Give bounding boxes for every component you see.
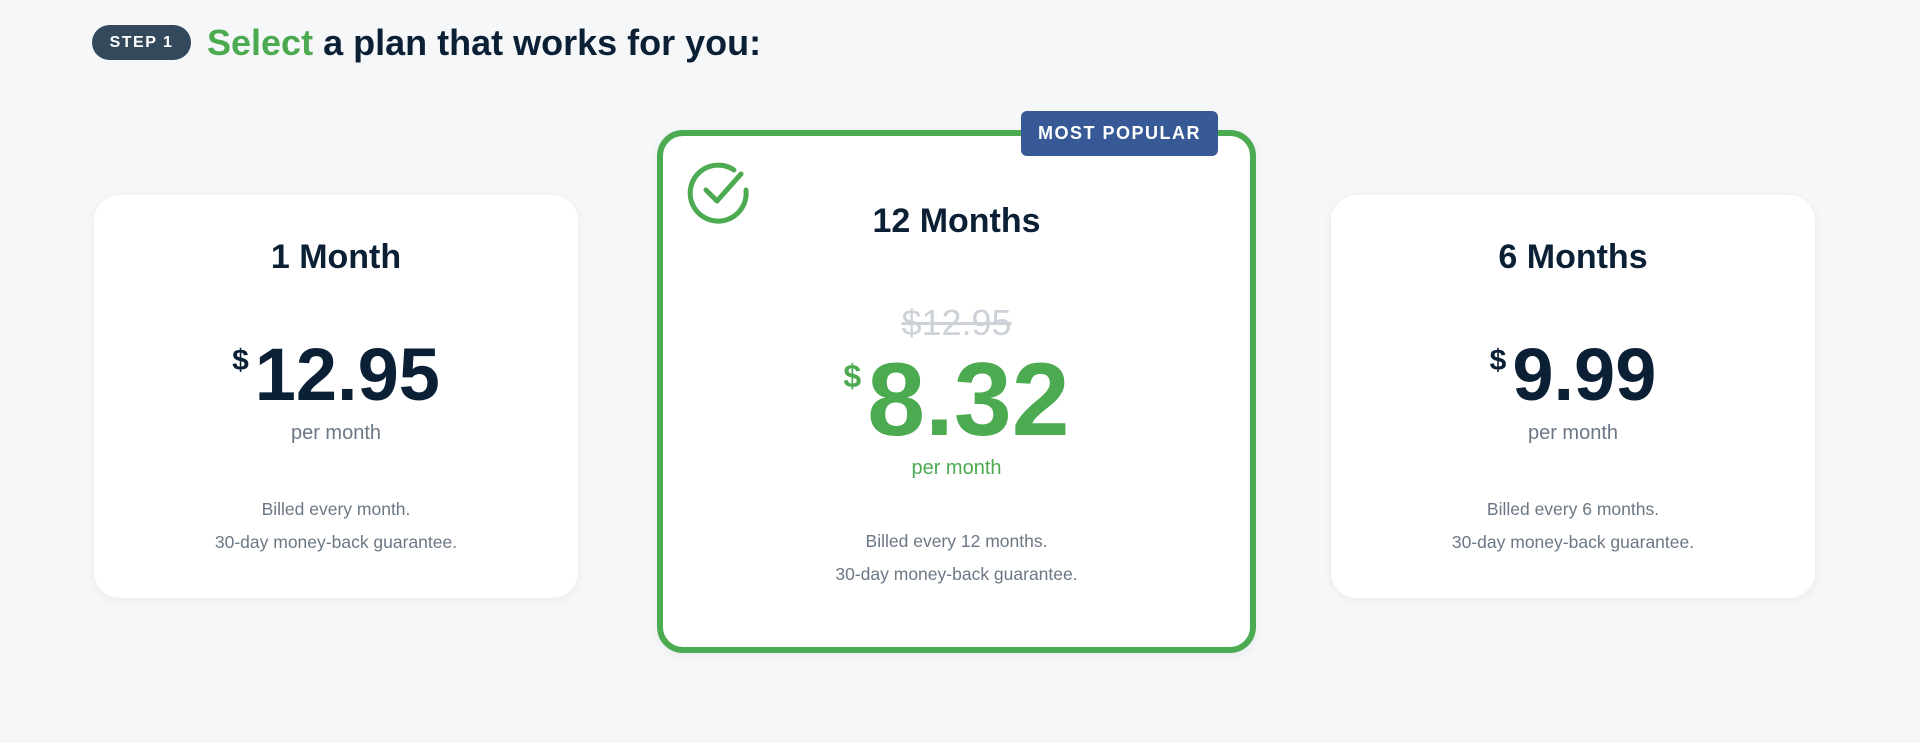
currency-symbol: $ — [843, 358, 862, 394]
price-period: per month — [290, 422, 382, 444]
plan-title: 12 Months — [872, 202, 1041, 240]
price-period: per month — [911, 457, 1002, 479]
guarantee-text: 30-day money-back guarantee. — [835, 564, 1078, 584]
plan-card-1-month[interactable]: 1 Month $12.95 per month Billed every mo… — [94, 195, 578, 598]
plan-card-12-months[interactable]: 12 Months $12.95 $8.32 per month Billed … — [657, 130, 1256, 653]
original-price: $12.95 — [901, 302, 1012, 343]
plan-title: 6 Months — [1498, 238, 1648, 276]
plan-price: $12.95 — [94, 338, 578, 412]
plan-card-6-months[interactable]: 6 Months $9.99 per month Billed every 6 … — [1331, 195, 1815, 598]
check-circle-icon — [687, 162, 749, 224]
step-badge: STEP 1 — [92, 25, 191, 60]
billing-info: Billed every 6 months. 30-day money-back … — [1331, 493, 1815, 559]
billing-info: Billed every month. 30-day money-back gua… — [94, 493, 578, 559]
price-amount: 8.32 — [867, 342, 1070, 458]
plan-title: 1 Month — [270, 238, 402, 276]
billing-info: Billed every 12 months. 30-day money-back… — [663, 525, 1250, 591]
title-rest: a plan that works for you: — [313, 22, 762, 63]
guarantee-text: 30-day money-back guarantee. — [1451, 532, 1695, 552]
title-highlight: Select — [207, 22, 314, 63]
billing-text: Billed every month. — [261, 499, 411, 519]
billing-text: Billed every 12 months. — [865, 531, 1048, 551]
guarantee-text: 30-day money-back guarantee. — [214, 532, 458, 552]
most-popular-badge: MOST POPULAR — [1021, 111, 1218, 156]
currency-symbol: $ — [1489, 344, 1507, 377]
plan-price: $8.32 — [663, 348, 1250, 452]
page-title: Select a plan that works for you: — [207, 22, 761, 64]
price-period: per month — [1527, 422, 1619, 444]
billing-text: Billed every 6 months. — [1486, 499, 1660, 519]
price-amount: 12.95 — [254, 333, 440, 416]
price-amount: 9.99 — [1512, 333, 1657, 416]
plan-price: $9.99 — [1331, 338, 1815, 412]
currency-symbol: $ — [232, 344, 249, 377]
